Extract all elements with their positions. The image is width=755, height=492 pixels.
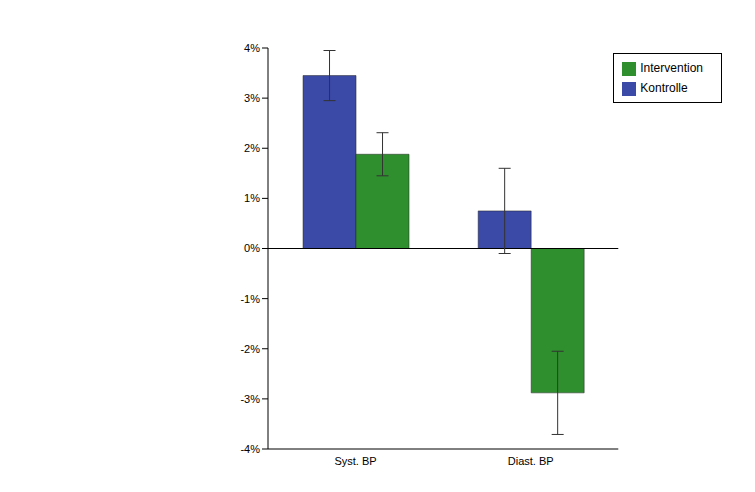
svg-text:3%: 3% xyxy=(244,92,260,104)
svg-text:-3%: -3% xyxy=(240,393,260,405)
svg-text:-4%: -4% xyxy=(240,443,260,455)
svg-text:1%: 1% xyxy=(244,192,260,204)
svg-text:Syst. BP: Syst. BP xyxy=(334,455,376,467)
html-text:Kontrolle: Kontrolle xyxy=(640,81,688,95)
svg-text:2%: 2% xyxy=(244,142,260,154)
svg-text:-2%: -2% xyxy=(240,343,260,355)
svg-text:-1%: -1% xyxy=(240,293,260,305)
svg-text:0%: 0% xyxy=(244,242,260,254)
svg-text:Diast. BP: Diast. BP xyxy=(508,455,554,467)
svg-text:4%: 4% xyxy=(244,42,260,54)
html-text:Intervention: Intervention xyxy=(640,61,703,75)
